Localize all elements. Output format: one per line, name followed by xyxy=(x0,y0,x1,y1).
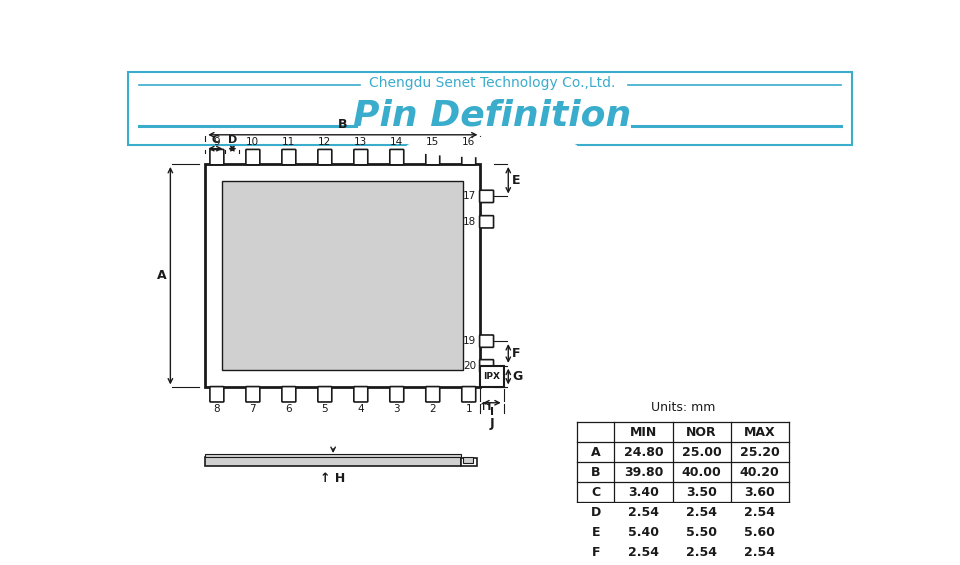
Bar xyxy=(205,457,461,466)
Text: 17: 17 xyxy=(464,192,476,201)
Text: 2.54: 2.54 xyxy=(686,506,717,519)
Text: ↑ H: ↑ H xyxy=(321,472,346,485)
FancyBboxPatch shape xyxy=(282,386,296,402)
Text: B: B xyxy=(338,118,348,131)
Text: A: A xyxy=(156,269,166,282)
FancyBboxPatch shape xyxy=(426,149,440,165)
Bar xyxy=(223,181,464,371)
FancyBboxPatch shape xyxy=(462,386,476,402)
Text: 5: 5 xyxy=(322,405,328,414)
Bar xyxy=(205,454,461,457)
FancyBboxPatch shape xyxy=(210,149,224,165)
Text: 3.60: 3.60 xyxy=(744,485,775,498)
Text: 3: 3 xyxy=(394,405,400,414)
Text: 24.80: 24.80 xyxy=(624,446,663,459)
Text: D: D xyxy=(228,135,237,145)
Text: 40.20: 40.20 xyxy=(740,466,780,479)
FancyBboxPatch shape xyxy=(390,386,404,402)
FancyBboxPatch shape xyxy=(246,386,260,402)
Text: MIN: MIN xyxy=(630,425,658,438)
Text: 2: 2 xyxy=(429,405,436,414)
FancyBboxPatch shape xyxy=(426,386,440,402)
Text: 2.54: 2.54 xyxy=(744,546,776,559)
FancyBboxPatch shape xyxy=(354,386,368,402)
Text: NOR: NOR xyxy=(686,425,717,438)
FancyBboxPatch shape xyxy=(480,335,493,347)
Ellipse shape xyxy=(407,137,577,157)
FancyBboxPatch shape xyxy=(210,386,224,402)
Text: 13: 13 xyxy=(354,137,368,147)
FancyBboxPatch shape xyxy=(480,216,493,228)
Text: 3.50: 3.50 xyxy=(686,485,717,498)
Text: 19: 19 xyxy=(464,336,476,346)
Text: 5.60: 5.60 xyxy=(744,525,776,538)
Text: C: C xyxy=(591,485,600,498)
Text: 14: 14 xyxy=(390,137,403,147)
Text: Units: mm: Units: mm xyxy=(651,401,715,414)
Text: F: F xyxy=(512,347,520,360)
Text: 25.00: 25.00 xyxy=(682,446,722,459)
Bar xyxy=(463,458,473,463)
Bar xyxy=(480,366,504,388)
Text: 16: 16 xyxy=(462,137,475,147)
FancyBboxPatch shape xyxy=(390,149,404,165)
Text: Chengdu Senet Technology Co.,Ltd.: Chengdu Senet Technology Co.,Ltd. xyxy=(369,76,615,90)
Text: D: D xyxy=(590,506,601,519)
FancyBboxPatch shape xyxy=(480,360,493,372)
Text: MAX: MAX xyxy=(744,425,776,438)
FancyBboxPatch shape xyxy=(318,149,332,165)
Text: 3.40: 3.40 xyxy=(628,485,659,498)
Text: 40.00: 40.00 xyxy=(682,466,722,479)
Text: 8: 8 xyxy=(213,405,220,414)
FancyBboxPatch shape xyxy=(318,386,332,402)
Text: 9: 9 xyxy=(213,137,220,147)
Text: 4: 4 xyxy=(357,405,364,414)
Text: 20: 20 xyxy=(464,361,476,371)
FancyBboxPatch shape xyxy=(480,190,493,202)
Text: J: J xyxy=(490,416,494,429)
Bar xyxy=(461,458,476,466)
Text: 18: 18 xyxy=(464,217,476,227)
Text: A: A xyxy=(591,446,601,459)
Text: 5.50: 5.50 xyxy=(686,525,717,538)
Text: 10: 10 xyxy=(247,137,259,147)
Text: 6: 6 xyxy=(285,405,292,414)
Text: 7: 7 xyxy=(250,405,256,414)
Text: ↑I: ↑I xyxy=(479,402,492,412)
FancyBboxPatch shape xyxy=(282,149,296,165)
Text: I: I xyxy=(490,407,494,416)
Text: 2.54: 2.54 xyxy=(686,546,717,559)
Bar xyxy=(205,164,480,388)
Text: 5.40: 5.40 xyxy=(628,525,659,538)
Text: 11: 11 xyxy=(282,137,296,147)
Text: IPX: IPX xyxy=(484,372,500,381)
Text: 25.20: 25.20 xyxy=(740,446,780,459)
Text: E: E xyxy=(512,173,520,186)
Text: 1: 1 xyxy=(466,405,472,414)
FancyBboxPatch shape xyxy=(354,149,368,165)
Text: F: F xyxy=(591,546,600,559)
Text: 12: 12 xyxy=(318,137,331,147)
FancyBboxPatch shape xyxy=(246,149,260,165)
FancyBboxPatch shape xyxy=(462,149,476,165)
Bar xyxy=(128,72,852,145)
Text: C: C xyxy=(211,135,220,145)
Text: 2.54: 2.54 xyxy=(744,506,776,519)
Text: B: B xyxy=(591,466,601,479)
Text: G: G xyxy=(512,370,522,383)
Text: 39.80: 39.80 xyxy=(624,466,663,479)
Text: 15: 15 xyxy=(426,137,440,147)
Text: Pin Definition: Pin Definition xyxy=(353,98,631,133)
Text: E: E xyxy=(591,525,600,538)
Text: 2.54: 2.54 xyxy=(628,506,659,519)
Text: 2.54: 2.54 xyxy=(628,546,659,559)
